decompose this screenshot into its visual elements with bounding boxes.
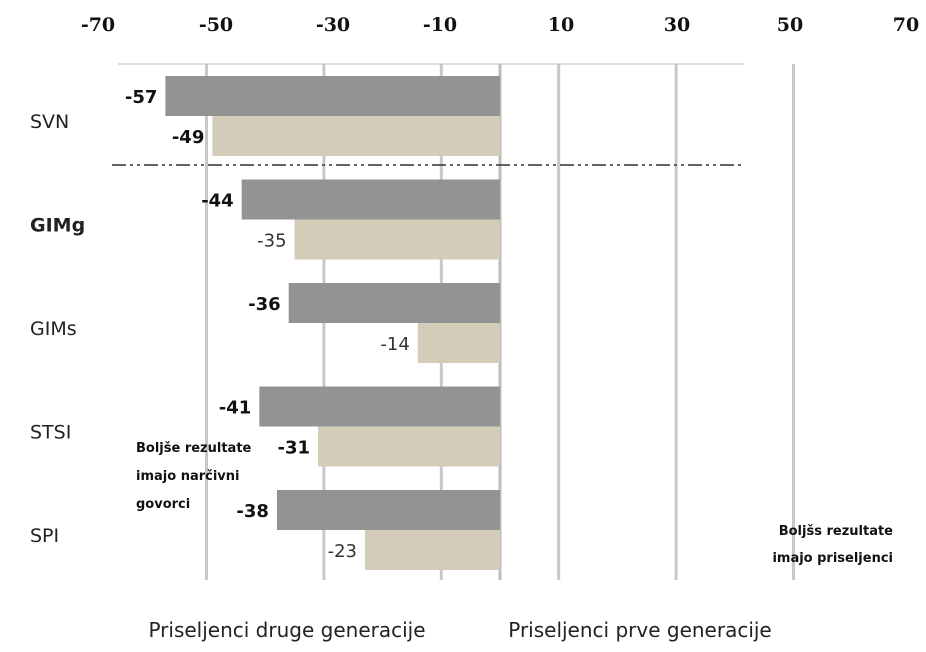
annotation-left-line-2: imajo narčivni — [136, 469, 239, 484]
category-label-stsi: STSI — [30, 422, 71, 444]
x-tick-label: -70 — [81, 14, 115, 36]
bar-stsi-series-1 — [259, 386, 500, 427]
data-label-spi-series-2: -23 — [328, 541, 357, 562]
category-label-spi: SPI — [30, 525, 59, 547]
bar-gimg-series-1 — [241, 179, 500, 220]
data-label-gims-series-2: -14 — [380, 334, 409, 355]
x-tick-label: 50 — [777, 14, 803, 36]
x-tick-label: 10 — [548, 14, 574, 36]
data-label-spi-series-1: -38 — [236, 501, 269, 522]
bar-stsi-series-2 — [318, 426, 500, 467]
category-label-gims: GIMs — [30, 318, 77, 340]
category-label-gimg: GIMg — [30, 215, 85, 237]
bar-svn-series-2 — [212, 116, 500, 156]
category-label-svn: SVN — [30, 111, 69, 133]
annotation-left-line-1: Boljše rezultate — [136, 441, 252, 456]
data-label-gimg-series-1: -44 — [201, 191, 234, 212]
bar-spi-series-2 — [364, 530, 500, 570]
data-label-stsi-series-2: -31 — [277, 438, 310, 459]
bottom-label-second-generation: Priseljenci druge generacije — [148, 618, 425, 642]
x-tick-label: 30 — [664, 14, 690, 36]
data-label-svn-series-2: -49 — [172, 127, 205, 148]
x-tick-labels: -70 -50 -30 -10 10 30 50 70 — [81, 14, 919, 36]
x-tick-label: -50 — [199, 14, 233, 36]
data-label-svn-series-1: -57 — [125, 87, 158, 108]
annotation-right-line-2: imajo priseljenci — [772, 551, 893, 566]
annotation-right-line-1: Boljšs rezultate — [779, 524, 893, 539]
data-label-gimg-series-2: -35 — [257, 231, 286, 252]
category-labels: SVN GIMg GIMs STSI SPI — [30, 111, 85, 547]
data-labels: -57 -49 -44 -35 -36 -14 -41 -31 -38 -23 — [125, 87, 410, 562]
data-label-gims-series-1: -36 — [248, 294, 281, 315]
bar-gimg-series-2 — [294, 219, 500, 260]
bar-gims-series-1 — [288, 283, 500, 323]
annotation-left-line-3: govorci — [136, 497, 190, 512]
bar-svn-series-1 — [165, 76, 500, 116]
x-tick-label: 70 — [893, 14, 919, 36]
data-label-stsi-series-1: -41 — [219, 398, 252, 419]
x-tick-label: -30 — [316, 14, 350, 36]
bar-gims-series-2 — [417, 323, 500, 363]
x-tick-label: -10 — [423, 14, 457, 36]
bar-spi-series-1 — [276, 490, 500, 530]
bottom-label-first-generation: Priseljenci prve generacije — [508, 618, 772, 642]
bars-layer — [165, 76, 500, 570]
